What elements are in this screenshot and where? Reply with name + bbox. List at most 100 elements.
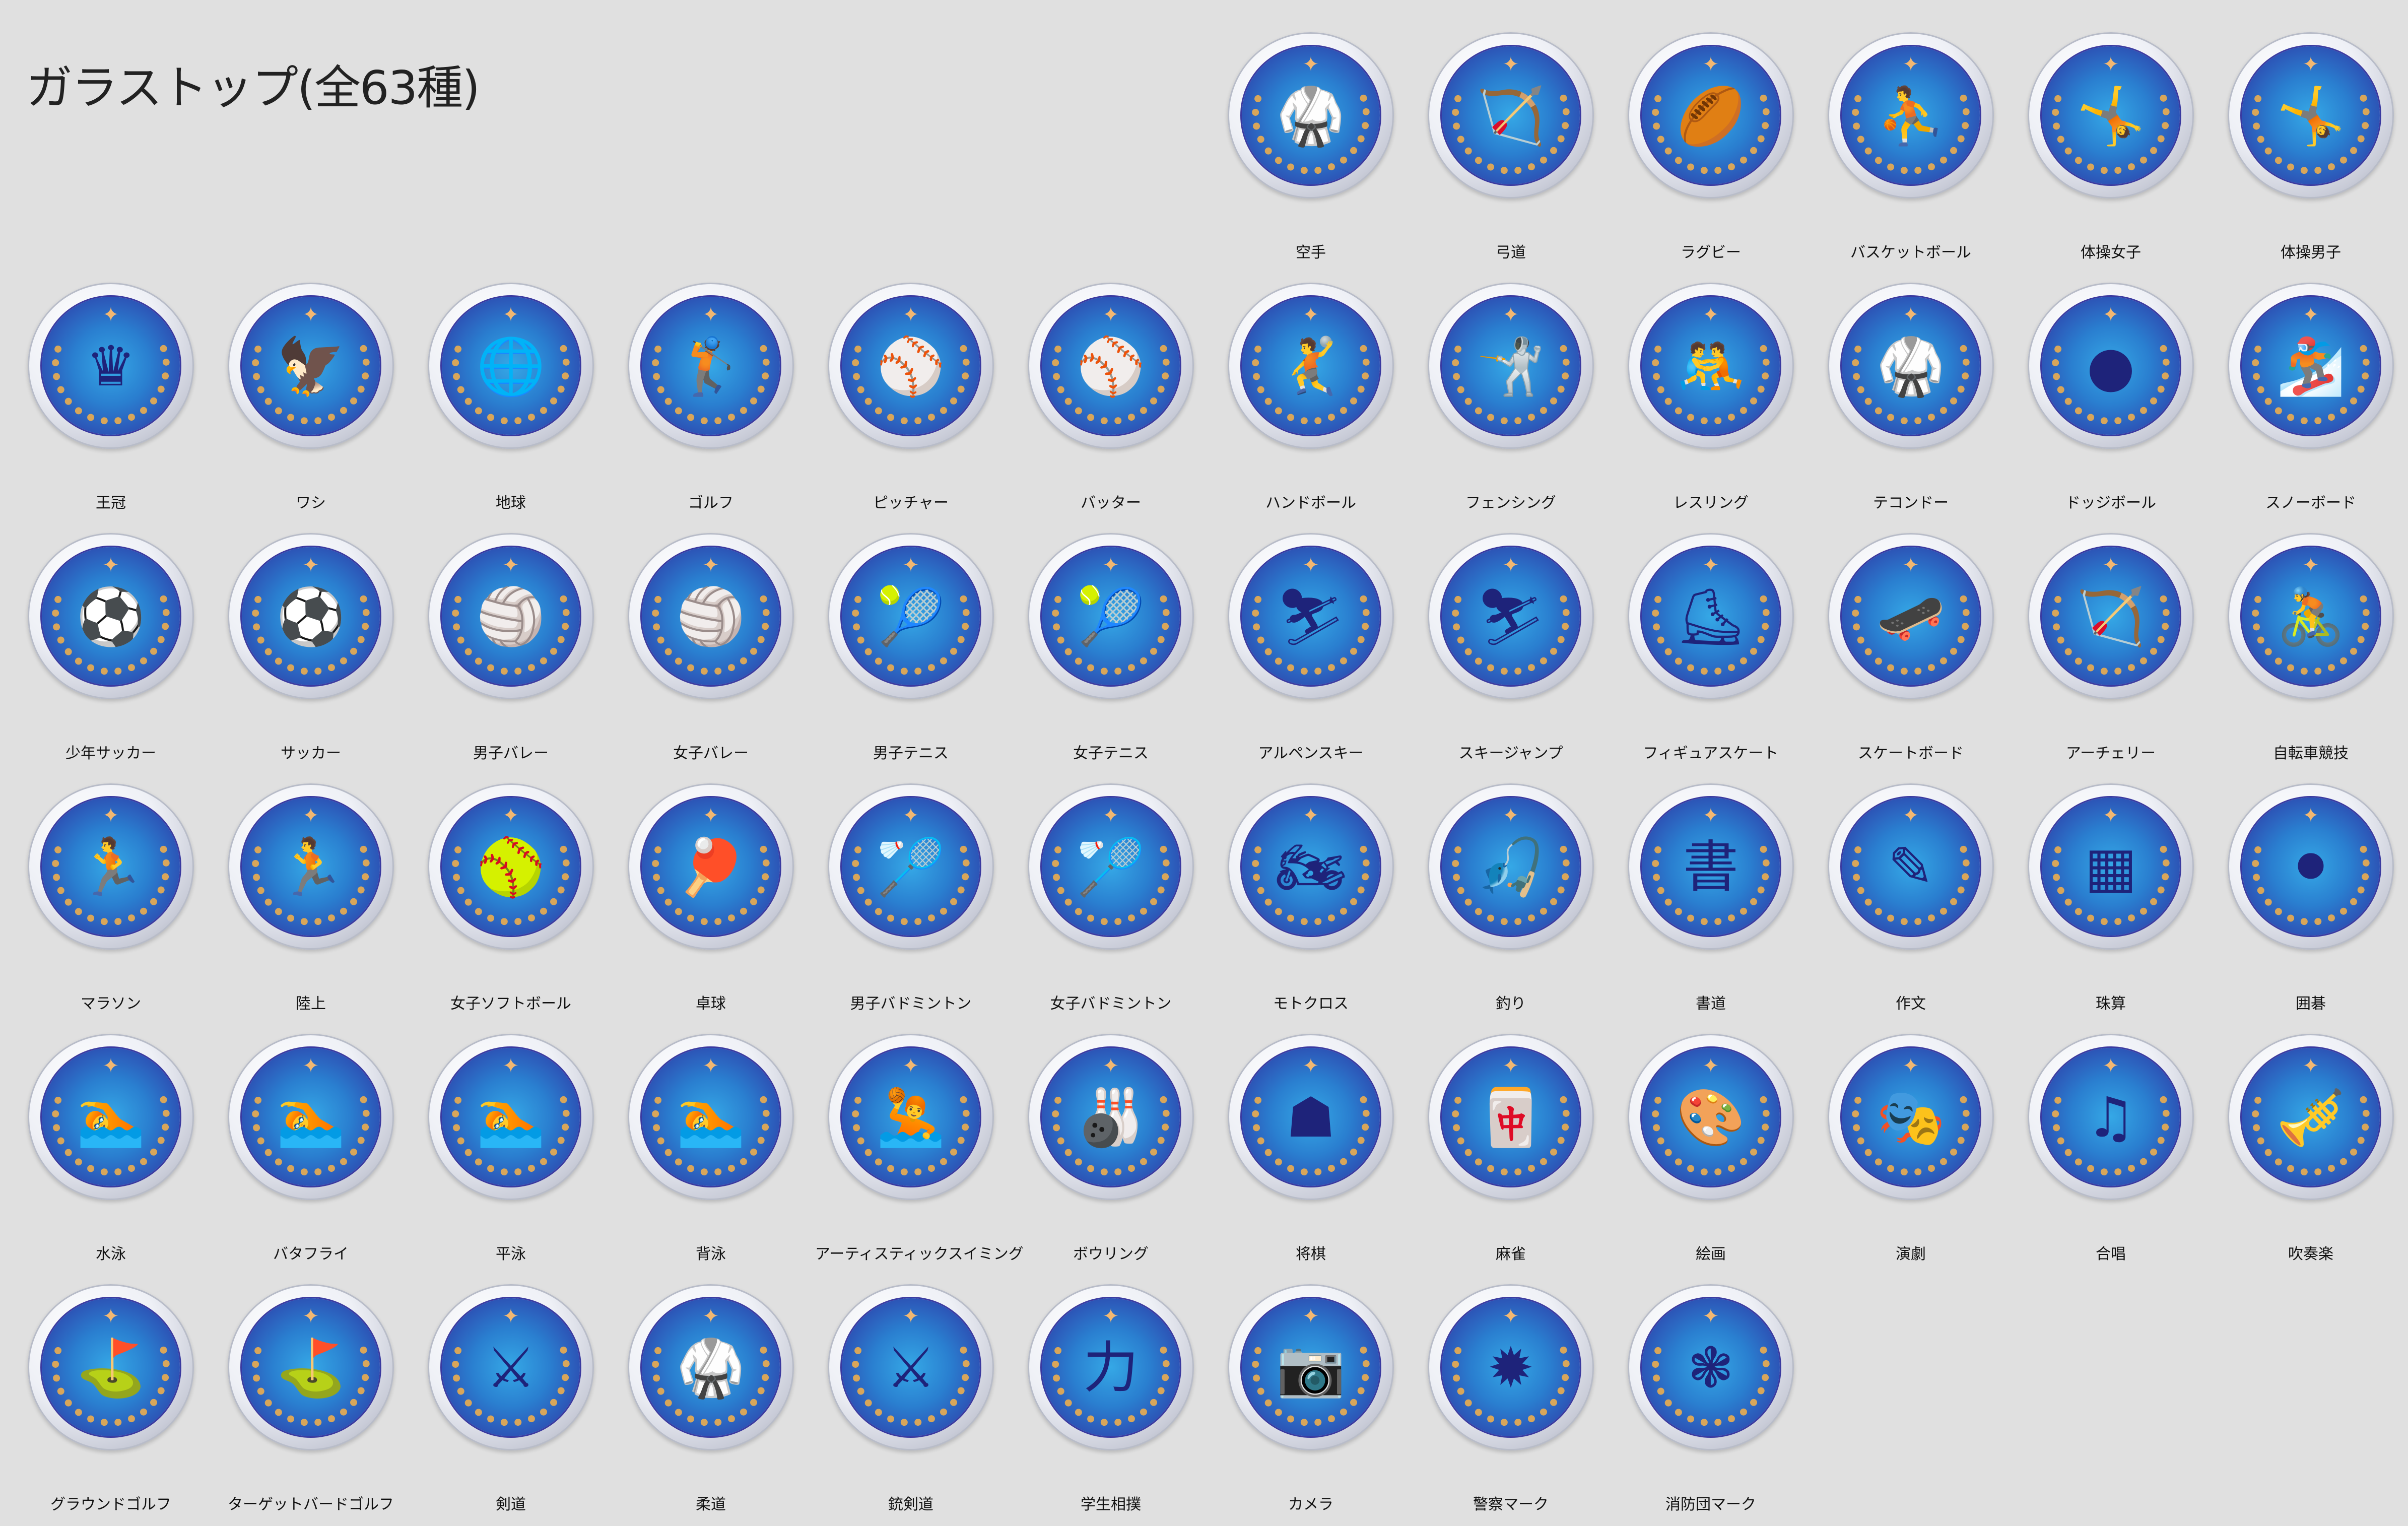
glass-medallion: ✦ ☗ — [1228, 1034, 1394, 1200]
target-bird-golf-icon: ⛳ — [276, 1336, 346, 1400]
glass-top-item[interactable]: ✦ 🎾 女子テニス — [1015, 533, 1207, 775]
glass-top-item[interactable]: ✦ ✹ 警察マーク — [1415, 1284, 1607, 1526]
glass-top-item[interactable]: ✦ ♛ 王冠 — [15, 283, 207, 524]
glass-top-item[interactable]: ✦ 🏹 弓道 — [1415, 32, 1607, 274]
glass-top-item[interactable]: ✦ 🥎 女子ソフトボール — [415, 783, 607, 1025]
glass-top-item[interactable]: ✦ ⚽ サッカー — [215, 533, 407, 775]
star-icon: ✦ — [502, 1305, 519, 1328]
glass-top-item[interactable]: ✦ ⛷ スキージャンプ — [1415, 533, 1607, 775]
glass-top-item[interactable]: ✦ 🤼 レスリング — [1615, 283, 1807, 524]
glass-top-item[interactable]: ✦ 🏐 女子バレー — [615, 533, 807, 775]
glass-top-item[interactable]: ✦ 🛹 スケートボード — [1815, 533, 2006, 775]
glass-top-item[interactable]: ✦ 🥋 柔道 — [615, 1284, 807, 1526]
medallion-disk: ✦ 🏸 — [1042, 798, 1180, 936]
glass-top-item[interactable]: ✦ 書 書道 — [1615, 783, 1807, 1025]
glass-top-item[interactable]: ✦ 🏌 ゴルフ — [615, 283, 807, 524]
glass-top-item[interactable]: ✦ 🏊 背泳 — [615, 1034, 807, 1276]
star-icon: ✦ — [702, 1054, 719, 1078]
glass-top-item[interactable]: ✦ 🤽 アーティスティックスイミング — [815, 1034, 1024, 1276]
item-label: 王冠 — [96, 494, 126, 512]
star-icon: ✦ — [102, 303, 119, 326]
item-label: 柔道 — [696, 1496, 726, 1513]
glass-medallion: ✦ 📷 — [1228, 1284, 1394, 1450]
glass-top-item[interactable]: ✦ 🏸 男子バドミントン — [815, 783, 1007, 1025]
snowboard-icon: 🏂 — [2276, 334, 2346, 399]
glass-top-item[interactable]: ✦ 🏉 ラグビー — [1615, 32, 1807, 274]
item-label: 珠算 — [2096, 995, 2126, 1013]
medallion-disk: ✦ ● — [2042, 297, 2180, 435]
glass-medallion: ✦ 🏃 — [228, 783, 394, 950]
glass-top-item[interactable]: ✦ 🏐 男子バレー — [415, 533, 607, 775]
glass-top-item[interactable]: ✦ 🏸 女子バドミントン — [1015, 783, 1207, 1025]
glass-top-item[interactable]: ✦ ▦ 珠算 — [2015, 783, 2206, 1025]
glass-top-item[interactable]: ✦ ⛸ フィギュアスケート — [1615, 533, 1807, 775]
star-icon: ✦ — [902, 303, 919, 326]
glass-top-item[interactable]: ✦ 🤸 体操男子 — [2215, 32, 2406, 274]
glass-top-item[interactable]: ✦ 🏃 陸上 — [215, 783, 407, 1025]
medallion-disk: ✦ 🏹 — [1442, 46, 1580, 184]
glass-top-item[interactable]: ✦ ● ドッジボール — [2015, 283, 2206, 524]
medallion-disk: ✦ 書 — [1642, 798, 1780, 936]
glass-top-item[interactable]: ✦ ☗ 将棋 — [1215, 1034, 1407, 1276]
karate-icon: 🥋 — [1276, 84, 1346, 148]
glass-top-item[interactable]: ✦ 🥋 空手 — [1215, 32, 1407, 274]
glass-top-item[interactable]: ✦ 🏹 アーチェリー — [2015, 533, 2206, 775]
glass-top-item[interactable]: ✦ 📷 カメラ — [1215, 1284, 1407, 1526]
medallion-disk: ✦ 🏊 — [442, 1048, 580, 1186]
butterfly-stroke-icon: 🏊 — [276, 1085, 346, 1150]
glass-top-item[interactable]: ✦ 🏃 マラソン — [15, 783, 207, 1025]
glass-top-item[interactable]: ✦ 🤾 ハンドボール — [1215, 283, 1407, 524]
glass-medallion: ✦ ♫ — [2028, 1034, 2194, 1200]
glass-top-item[interactable]: ✦ 🏊 水泳 — [15, 1034, 207, 1276]
glass-top-item[interactable]: ✦ ⚾ バッター — [1015, 283, 1207, 524]
glass-top-item[interactable]: ✦ 🏂 スノーボード — [2215, 283, 2406, 524]
glass-top-item[interactable]: ✦ 力 学生相撲 — [1015, 1284, 1207, 1526]
glass-top-item[interactable]: ✦ 🏍 モトクロス — [1215, 783, 1407, 1025]
glass-top-item[interactable]: ✦ ♫ 合唱 — [2015, 1034, 2206, 1276]
glass-top-item[interactable]: ✦ 🎳 ボウリング — [1015, 1034, 1207, 1276]
glass-top-item[interactable]: ✦ ✎ 作文 — [1815, 783, 2006, 1025]
glass-top-item[interactable]: ✦ 🚴 自転車競技 — [2215, 533, 2406, 775]
glass-top-item[interactable]: ✦ ⚔ 剣道 — [415, 1284, 607, 1526]
glass-top-item[interactable]: ✦ ⛳ ターゲットバードゴルフ — [215, 1284, 407, 1526]
glass-top-item[interactable]: ✦ ❃ 消防団マーク — [1615, 1284, 1807, 1526]
glass-top-item[interactable]: ✦ 🥋 テコンドー — [1815, 283, 2006, 524]
star-icon: ✦ — [1302, 554, 1319, 577]
medallion-disk: ✦ ❃ — [1642, 1298, 1780, 1436]
judo-icon: 🥋 — [676, 1336, 746, 1400]
item-label: ピッチャー — [873, 494, 949, 512]
glass-medallion: ✦ 🥋 — [1228, 32, 1394, 198]
youth-soccer-icon: ⚽ — [76, 584, 146, 649]
glass-top-item[interactable]: ✦ ⚔ 銃剣道 — [815, 1284, 1007, 1526]
glass-top-item[interactable]: ✦ ⛳ グラウンドゴルフ — [15, 1284, 207, 1526]
star-icon: ✦ — [702, 303, 719, 326]
glass-top-item[interactable]: ✦ 🎨 絵画 — [1615, 1034, 1807, 1276]
item-label: 弓道 — [1496, 244, 1526, 261]
glass-top-item[interactable]: ✦ 🌐 地球 — [415, 283, 607, 524]
item-label: 剣道 — [496, 1496, 526, 1513]
item-label: 警察マーク — [1473, 1496, 1549, 1513]
star-icon: ✦ — [2302, 53, 2319, 76]
glass-top-item[interactable]: ✦ ⛷ アルペンスキー — [1215, 533, 1407, 775]
glass-top-item[interactable]: ✦ ⚽ 少年サッカー — [15, 533, 207, 775]
glass-top-item[interactable]: ✦ ⚫ 囲碁 — [2215, 783, 2406, 1025]
glass-top-item[interactable]: ✦ 🏊 バタフライ — [215, 1034, 407, 1276]
glass-top-item[interactable]: ✦ 🏊 平泳 — [415, 1034, 607, 1276]
medallion-disk: ✦ ☗ — [1242, 1048, 1380, 1186]
glass-top-item[interactable]: ✦ ⛹ バスケットボール — [1815, 32, 2006, 274]
star-icon: ✦ — [1302, 1054, 1319, 1078]
glass-top-item[interactable]: ✦ 🤸 体操女子 — [2015, 32, 2206, 274]
glass-top-item[interactable]: ✦ 🎣 釣り — [1415, 783, 1607, 1025]
glass-top-item[interactable]: ✦ 🦅 ワシ — [215, 283, 407, 524]
glass-top-item[interactable]: ✦ ⚾ ピッチャー — [815, 283, 1007, 524]
glass-top-item[interactable]: ✦ 🏓 卓球 — [615, 783, 807, 1025]
item-label: 空手 — [1296, 244, 1326, 261]
glass-top-item[interactable]: ✦ 🎾 男子テニス — [815, 533, 1007, 775]
glass-top-item[interactable]: ✦ 🎺 吹奏楽 — [2215, 1034, 2406, 1276]
glass-top-item[interactable]: ✦ 🀄 麻雀 — [1415, 1034, 1607, 1276]
glass-medallion: ✦ ❃ — [1628, 1284, 1794, 1450]
glass-top-item[interactable]: ✦ 🤺 フェンシング — [1415, 283, 1607, 524]
cycling-icon: 🚴 — [2276, 584, 2346, 649]
glass-top-item[interactable]: ✦ 🎭 演劇 — [1815, 1034, 2006, 1276]
medallion-disk: ✦ ⛸ — [1642, 547, 1780, 685]
